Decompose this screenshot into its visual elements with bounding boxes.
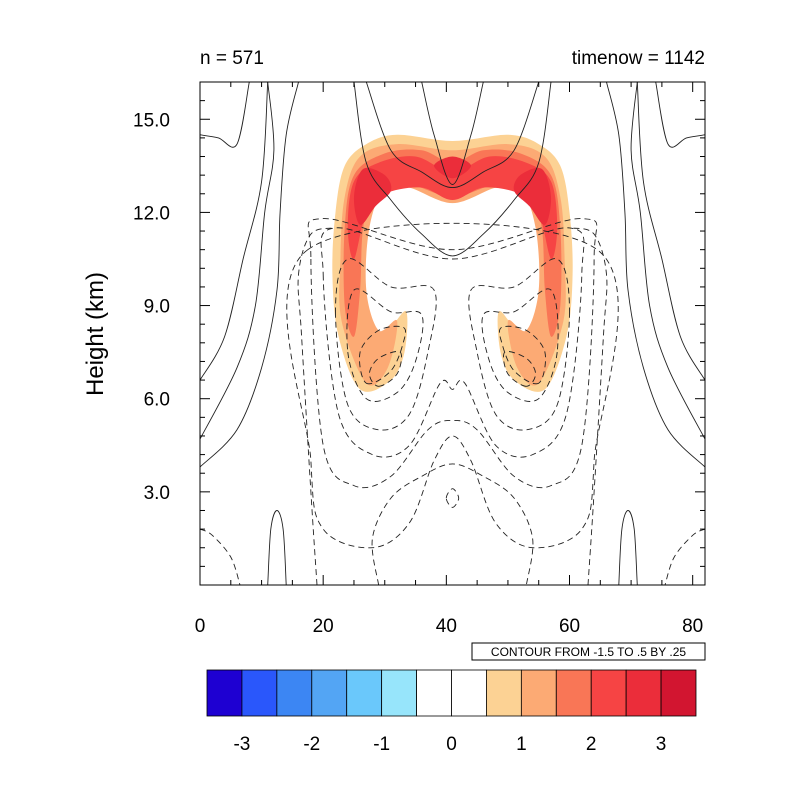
colorbar-box [346,669,383,717]
colorbar-box [555,669,592,717]
colorbar-box [381,669,417,717]
dashed-contour-line [286,222,619,549]
solid-contour-line [353,82,552,257]
dashed-contour-line [445,488,460,508]
contour-info-frame [471,642,706,661]
solid-contour-line [200,82,250,148]
y-tick-label: 15.0 [133,110,170,131]
colorbar-box [486,669,522,717]
top-left-label: n = 571 [200,48,264,69]
y-axis: 3.0 6.0 9.0 12.0 15.0 [133,81,705,567]
colorbar-box [416,669,452,717]
colorbar-tick-label: 0 [446,734,457,755]
solid-contour-line [630,82,705,440]
colorbar-box [660,669,697,717]
dashed-contour-line [320,227,585,458]
dashed-contour-line [569,227,608,585]
line-contours [200,82,705,585]
colorbar-box [625,669,662,717]
x-tick-label: 20 [313,616,334,637]
solid-contour-line [606,82,705,468]
filled-contours [332,134,573,392]
colorbar-tick-label: -3 [233,734,250,755]
x-axis: 0 20 40 60 80 [195,82,703,637]
solid-contour-line [200,82,269,381]
x-tick-label: 60 [559,616,580,637]
y-tick-label: 12.0 [133,203,170,224]
solid-contour-line [636,82,705,381]
dashed-contour-line [297,227,336,585]
dashed-contour-line [664,528,705,585]
colorbar-tick-label: -2 [303,734,320,755]
dashed-contour-line [371,463,534,585]
solid-contour-line [365,82,540,189]
colorbar-tick-label: 2 [586,734,597,755]
dashed-contour-line [481,288,559,402]
dashed-contour-line [359,325,407,385]
colorbar-tick-label: 1 [516,734,527,755]
dashed-contour-line [503,351,537,387]
contour-info-box: CONTOUR FROM -1.5 TO .5 BY .25 [471,642,706,661]
dashed-contour-line [346,288,424,402]
solid-contour-line [267,510,287,585]
y-axis-title: Height (km) [82,272,109,396]
filled-region-core [347,156,558,260]
filled-region-core [513,167,552,225]
colorbar: -3 -2 -1 0 1 2 3 [206,669,697,755]
dashed-contour-line [335,258,437,431]
x-tick-label: 0 [195,616,206,637]
contour-info-text: CONTOUR FROM -1.5 TO .5 BY .25 [491,645,686,659]
x-tick-label: 40 [436,616,457,637]
colorbar-box [590,669,627,717]
colorbar-box [520,669,557,717]
solid-contour-line [200,82,275,440]
y-tick-label: 6.0 [144,390,170,411]
dashed-contour-line [468,258,570,431]
solid-contour-line [655,82,705,148]
dashed-contour-line [307,218,598,489]
dashed-contour-line [498,325,546,385]
y-tick-label: 9.0 [144,297,170,318]
colorbar-box [206,669,243,717]
colorbar-box [241,669,278,717]
colorbar-box [451,669,487,717]
filled-region-core [434,156,471,179]
filled-region-core [353,167,392,225]
dashed-contour-line [368,351,402,387]
solid-contour-line [200,82,299,468]
colorbar-tick-label: -1 [373,734,390,755]
colorbar-tick-label: 3 [656,734,667,755]
solid-contour-line [618,510,638,585]
dashed-contour-line [200,528,241,585]
top-right-label: timenow = 1142 [572,48,705,69]
filled-region-arc [339,144,566,386]
colorbar-box [276,669,313,717]
x-tick-label: 80 [682,616,703,637]
plot-frame [199,81,706,586]
y-tick-label: 3.0 [144,483,170,504]
colorbar-box [311,669,348,717]
solid-contour-line [421,82,484,185]
